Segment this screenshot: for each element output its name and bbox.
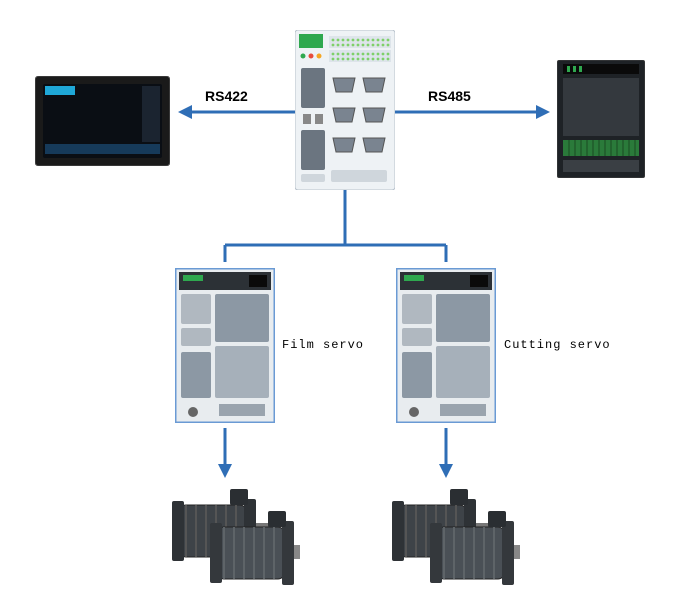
servo-motor-cutting <box>380 485 520 585</box>
servo-drive-film <box>175 268 275 423</box>
film-servo-label: Film servo <box>282 338 364 352</box>
hmi-display <box>35 76 170 166</box>
plc-controller <box>295 30 395 190</box>
servo-motor-film <box>160 485 300 585</box>
rs422-label: RS422 <box>205 88 248 104</box>
io-module <box>557 60 645 178</box>
rs485-label: RS485 <box>428 88 471 104</box>
cutting-servo-label: Cutting servo <box>504 338 611 352</box>
servo-drive-cutting <box>396 268 496 423</box>
